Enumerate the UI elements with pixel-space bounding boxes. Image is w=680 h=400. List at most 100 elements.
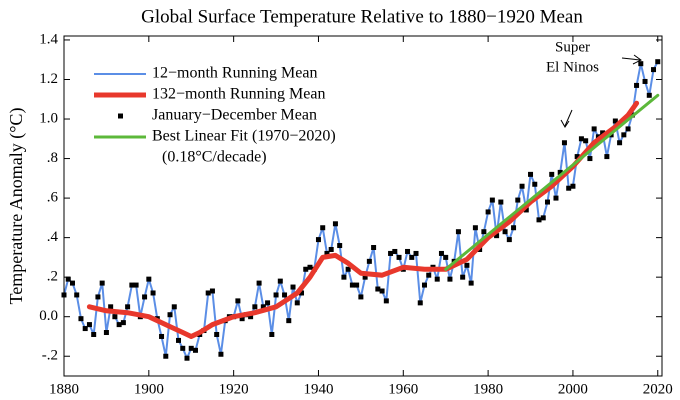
data-point bbox=[256, 280, 262, 286]
y-tick-label: .8 bbox=[47, 150, 58, 166]
x-tick-label: 1980 bbox=[473, 381, 503, 397]
data-point bbox=[468, 280, 474, 286]
y-tick-label: 1.0 bbox=[39, 110, 58, 126]
legend-marker bbox=[118, 113, 123, 119]
data-point bbox=[209, 288, 215, 294]
legend-label: Best Linear Fit (1970−2020) bbox=[152, 128, 336, 145]
x-tick-label: 1920 bbox=[219, 381, 249, 397]
data-point bbox=[108, 304, 114, 310]
data-point bbox=[511, 225, 517, 231]
data-point bbox=[129, 282, 135, 288]
data-point bbox=[405, 248, 411, 254]
chart-title: Global Surface Temperature Relative to 1… bbox=[141, 6, 583, 27]
data-point bbox=[277, 278, 283, 284]
data-point bbox=[99, 280, 105, 286]
data-point bbox=[252, 304, 258, 310]
data-point bbox=[612, 118, 618, 124]
data-point bbox=[324, 250, 330, 256]
data-point bbox=[549, 171, 555, 177]
y-tick-label: 0.0 bbox=[39, 308, 58, 324]
data-point bbox=[362, 274, 368, 280]
data-point bbox=[125, 304, 131, 310]
arrow bbox=[621, 57, 641, 61]
data-point bbox=[578, 136, 584, 142]
data-point bbox=[176, 337, 182, 343]
data-point bbox=[498, 199, 504, 205]
data-point bbox=[621, 132, 627, 138]
y-tick-label: 1.4 bbox=[39, 31, 58, 47]
data-point bbox=[86, 322, 92, 328]
data-point bbox=[205, 290, 211, 296]
data-point bbox=[447, 276, 453, 282]
data-point bbox=[638, 61, 644, 67]
y-tick-label: .4 bbox=[47, 229, 59, 245]
data-point bbox=[69, 280, 75, 286]
x-tick-label: 2020 bbox=[643, 381, 673, 397]
data-point bbox=[239, 316, 245, 322]
x-tick-label: 1940 bbox=[303, 381, 333, 397]
data-point bbox=[307, 264, 313, 270]
data-point bbox=[600, 130, 606, 136]
data-point bbox=[523, 207, 529, 213]
data-point bbox=[519, 183, 525, 189]
data-point bbox=[426, 272, 432, 278]
data-point bbox=[260, 304, 266, 310]
data-point bbox=[142, 294, 148, 300]
data-point bbox=[337, 243, 343, 249]
x-tick-label: 1880 bbox=[49, 381, 79, 397]
data-point bbox=[379, 288, 385, 294]
data-point bbox=[536, 217, 542, 223]
data-point bbox=[214, 331, 220, 337]
data-point bbox=[515, 197, 521, 203]
data-point bbox=[443, 254, 449, 260]
annotation: Super bbox=[555, 39, 590, 55]
data-point bbox=[269, 331, 275, 337]
data-point bbox=[315, 237, 321, 243]
data-point bbox=[528, 171, 534, 177]
data-point bbox=[366, 258, 372, 264]
data-point bbox=[532, 181, 538, 187]
data-point bbox=[472, 225, 478, 231]
data-point bbox=[95, 294, 101, 300]
plot-frame bbox=[63, 35, 663, 377]
y-tick-label: -.2 bbox=[42, 348, 58, 364]
data-point bbox=[150, 290, 156, 296]
data-point bbox=[78, 316, 84, 322]
data-point bbox=[167, 312, 173, 318]
data-point bbox=[218, 351, 224, 357]
data-point bbox=[184, 355, 190, 361]
data-point bbox=[273, 292, 279, 298]
data-point bbox=[421, 282, 427, 288]
data-point bbox=[540, 215, 546, 221]
data-point bbox=[651, 67, 657, 73]
data-point bbox=[383, 298, 389, 304]
data-point bbox=[617, 140, 623, 146]
data-point bbox=[557, 169, 563, 175]
data-point bbox=[112, 314, 118, 320]
data-point bbox=[74, 292, 80, 298]
data-point bbox=[438, 250, 444, 256]
y-tick-label: .6 bbox=[47, 190, 59, 206]
legend-label: 132−month Running Mean bbox=[152, 86, 325, 103]
data-point bbox=[171, 304, 177, 310]
data-point bbox=[328, 246, 334, 252]
data-point bbox=[120, 320, 126, 326]
annotation: El Ninos bbox=[546, 59, 599, 75]
data-point bbox=[146, 276, 152, 282]
x-tick-label: 2000 bbox=[558, 381, 588, 397]
data-point bbox=[625, 126, 631, 132]
data-point bbox=[133, 282, 139, 288]
data-point bbox=[591, 126, 597, 132]
data-point bbox=[481, 229, 487, 235]
data-point bbox=[646, 92, 652, 98]
data-point bbox=[388, 250, 394, 256]
data-point bbox=[494, 233, 500, 239]
data-point bbox=[570, 183, 576, 189]
data-point bbox=[489, 197, 495, 203]
data-point bbox=[553, 195, 559, 201]
data-point bbox=[544, 199, 550, 205]
data-point bbox=[163, 353, 169, 359]
data-point bbox=[583, 138, 589, 144]
data-point bbox=[265, 300, 271, 306]
